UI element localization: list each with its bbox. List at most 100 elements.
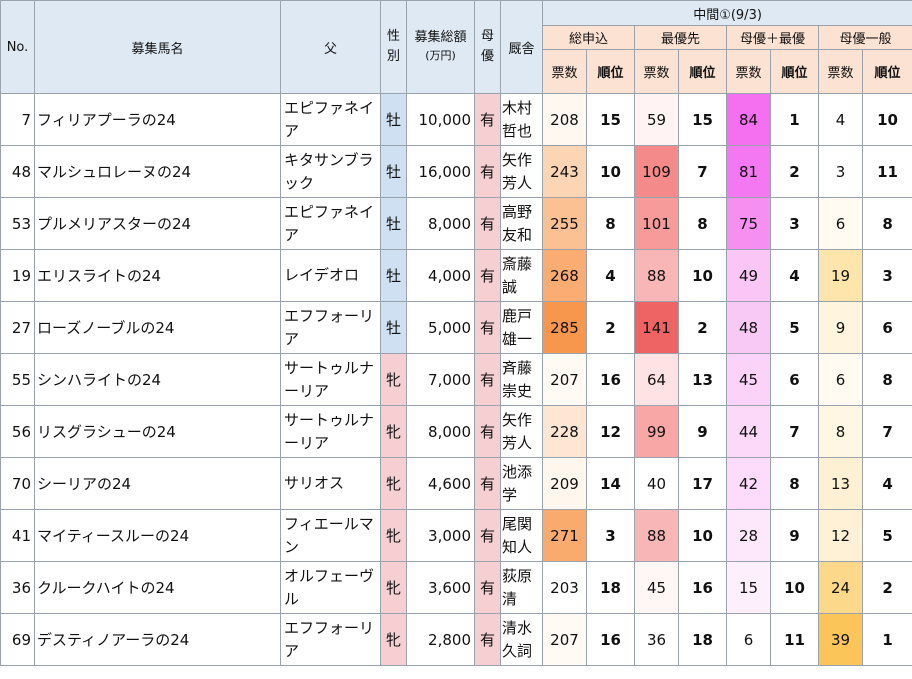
mare-top-rank: 2	[770, 145, 819, 198]
total-rank: 8	[586, 197, 635, 250]
mare-general-votes: 19	[818, 249, 863, 302]
table-row: 69 デスティノアーラの24 エフフォーリア牝 2,800 有清水久詞 207 16 36 18…	[0, 613, 912, 666]
sex-cell: 牡	[380, 301, 407, 354]
horse-name: シンハライトの24	[34, 353, 281, 406]
mare-general-votes: 3	[818, 145, 863, 198]
mare-priority-cell: 有	[474, 93, 501, 146]
header-amount-label: 募集総額	[414, 30, 467, 45]
mare-top-rank: 8	[770, 457, 819, 510]
sire-name: サリオス	[280, 457, 381, 510]
sex-cell: 牡	[380, 145, 407, 198]
header-amount-unit: (万円)	[425, 49, 456, 62]
sire-name: キタサンブラック	[280, 145, 381, 198]
mare-priority-cell: 有	[474, 457, 501, 510]
table-row: 41 マイティースルーの24 フィエールマン牝 3,000 有尾関知人 271 3 88 10 2…	[0, 509, 912, 562]
votes-label: 票数	[634, 49, 679, 94]
trainer-name: 斎藤誠	[500, 249, 543, 302]
table-row: 53 プルメリアスターの24 エピファネイア牡 8,000 有高野友和 255 8 101 8 7…	[0, 197, 912, 250]
row-no: 69	[0, 613, 35, 666]
table-row: 36 クルークハイトの24 オルフェーヴル牝 3,600 有荻原清 203 18 45 16 15…	[0, 561, 912, 614]
row-no: 70	[0, 457, 35, 510]
amount-cell: 4,600	[406, 457, 475, 510]
row-no: 48	[0, 145, 35, 198]
horse-name: クルークハイトの24	[34, 561, 281, 614]
total-votes: 203	[542, 561, 587, 614]
mare-top-rank: 10	[770, 561, 819, 614]
sex-cell: 牝	[380, 405, 407, 458]
mare-general-rank: 8	[861, 353, 912, 406]
row-no: 7	[0, 93, 35, 146]
trainer-name: 鹿戸雄一	[500, 301, 543, 354]
row-no: 19	[0, 249, 35, 302]
top-priority-rank: 9	[678, 405, 727, 458]
sire-name: エフフォーリア	[280, 613, 381, 666]
trainer-name: 尾関知人	[500, 509, 543, 562]
sire-name: エピファネイア	[280, 197, 381, 250]
sire-name: サートゥルナーリア	[280, 405, 381, 458]
mare-general-votes: 24	[818, 561, 863, 614]
top-priority-votes: 99	[634, 405, 679, 458]
row-no: 53	[0, 197, 35, 250]
total-votes: 271	[542, 509, 587, 562]
total-votes: 243	[542, 145, 587, 198]
row-no: 36	[0, 561, 35, 614]
header-amount: 募集総額 (万円)	[406, 0, 475, 94]
top-priority-votes: 88	[634, 509, 679, 562]
horse-name: マルシュロレーヌの24	[34, 145, 281, 198]
row-no: 55	[0, 353, 35, 406]
mare-general-rank: 11	[861, 145, 912, 198]
top-priority-votes: 109	[634, 145, 679, 198]
mare-priority-cell: 有	[474, 561, 501, 614]
trainer-name: 高野友和	[500, 197, 543, 250]
horse-name: デスティノアーラの24	[34, 613, 281, 666]
mare-top-votes: 42	[726, 457, 771, 510]
top-priority-rank: 15	[678, 93, 727, 146]
mare-top-votes: 81	[726, 145, 771, 198]
trainer-name: 清水久詞	[500, 613, 543, 666]
mare-priority-cell: 有	[474, 353, 501, 406]
horse-name: マイティースルーの24	[34, 509, 281, 562]
total-rank: 4	[586, 249, 635, 302]
table-row: 56 リスグラシューの24 サートゥルナーリア牝 8,000 有矢作芳人 228 12 99 9…	[0, 405, 912, 458]
horse-name: リスグラシューの24	[34, 405, 281, 458]
total-rank: 16	[586, 353, 635, 406]
mare-top-rank: 1	[770, 93, 819, 146]
mare-top-votes: 45	[726, 353, 771, 406]
sex-cell: 牝	[380, 509, 407, 562]
total-rank: 18	[586, 561, 635, 614]
row-no: 56	[0, 405, 35, 458]
total-votes: 208	[542, 93, 587, 146]
sex-cell: 牝	[380, 353, 407, 406]
total-votes: 209	[542, 457, 587, 510]
top-priority-rank: 13	[678, 353, 727, 406]
top-priority-votes: 36	[634, 613, 679, 666]
top-priority-rank: 16	[678, 561, 727, 614]
mare-general-rank: 10	[861, 93, 912, 146]
top-priority-rank: 18	[678, 613, 727, 666]
mare-priority-cell: 有	[474, 145, 501, 198]
mare-priority-cell: 有	[474, 197, 501, 250]
row-no: 27	[0, 301, 35, 354]
total-rank: 12	[586, 405, 635, 458]
header-interim: 中間①(9/3)	[541, 0, 912, 26]
amount-cell: 8,000	[406, 197, 475, 250]
trainer-name: 池添学	[500, 457, 543, 510]
top-priority-votes: 64	[634, 353, 679, 406]
horse-name: プルメリアスターの24	[34, 197, 281, 250]
header-sex: 性別	[380, 0, 407, 94]
rank-label: 順位	[770, 49, 819, 94]
mare-top-votes: 49	[726, 249, 771, 302]
group-total: 総申込	[542, 25, 635, 50]
amount-cell: 10,000	[406, 93, 475, 146]
table-body: 7 フィリアプーラの24 エピファネイア牡 10,000 有木村哲也 208 15 59 15 8…	[0, 93, 912, 666]
total-votes: 207	[542, 613, 587, 666]
group-mare-top: 母優＋最優	[726, 25, 819, 50]
sex-cell: 牝	[380, 457, 407, 510]
total-rank: 15	[586, 93, 635, 146]
top-priority-votes: 45	[634, 561, 679, 614]
mare-top-rank: 7	[770, 405, 819, 458]
mare-general-votes: 4	[818, 93, 863, 146]
table-row: 48 マルシュロレーヌの24 キタサンブラック牡 16,000 有矢作芳人 243 10 10…	[0, 145, 912, 198]
table-row: 19 エリスライトの24 レイデオロ牡 4,000 有斎藤誠 268 4 88 10 49 4 19 3	[0, 249, 912, 302]
